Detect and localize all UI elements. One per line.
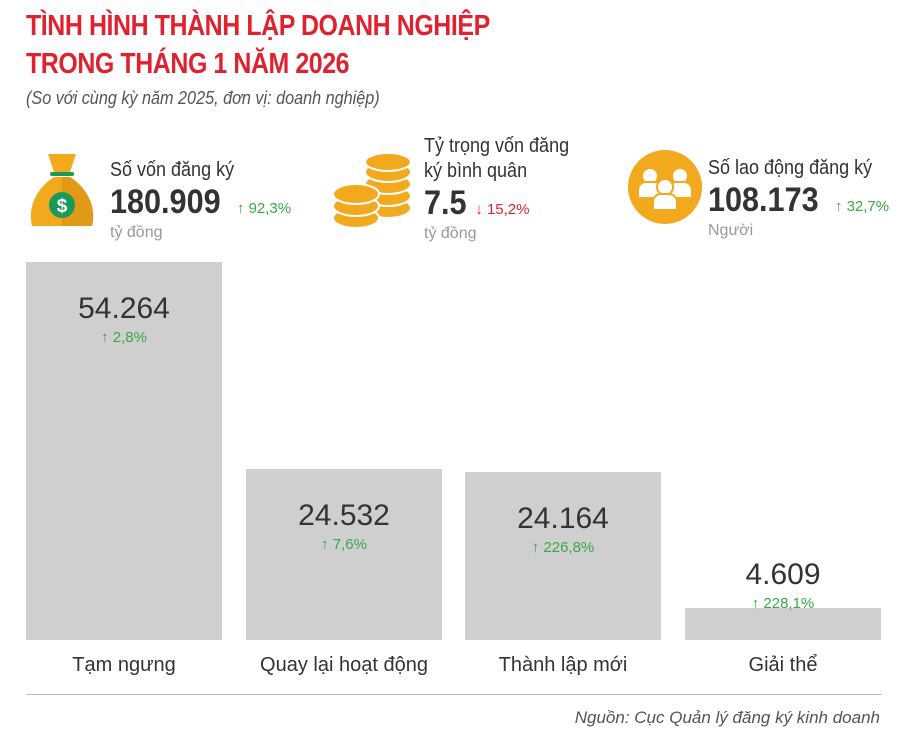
stat-change-up: ↑ 32,7%: [834, 198, 890, 215]
bar-change-label: ↑ 2,8%: [101, 329, 147, 346]
divider: [26, 694, 882, 695]
stat-unit: tỷ đồng: [424, 225, 477, 242]
bar-value-label: 54.264: [78, 292, 170, 325]
bar: [246, 469, 442, 640]
stat-label-line-1: Tỷ trọng vốn đăng: [424, 135, 570, 157]
people-icon: [628, 150, 702, 224]
stat-value: 108.173: [708, 181, 819, 219]
title-line-2: TRONG THÁNG 1 NĂM 2026: [26, 48, 350, 80]
subtitle: (So với cùng kỳ năm 2025, đơn vị: doanh …: [26, 88, 380, 108]
bar: [685, 607, 881, 640]
bar-value-label: 24.532: [298, 499, 390, 533]
stat-change-value: 32,7%: [846, 198, 890, 215]
bar: [26, 262, 222, 640]
category-label: Thành lập mới: [498, 654, 628, 676]
stat-label: Số lao động đăng ký: [708, 157, 873, 179]
source-note: Nguồn: Cục Quản lý đăng ký kinh doanh: [574, 708, 880, 727]
stat-value: 180.909: [110, 183, 221, 221]
stat-unit: Người: [708, 222, 754, 239]
stat-change-up: ↑ 92,3%: [236, 200, 292, 217]
bar-change-label: ↑ 226,8%: [531, 538, 595, 556]
stat-label-line-2: ký bình quân: [424, 160, 528, 182]
category-label: Quay lại hoạt động: [260, 654, 428, 676]
bar-change-label: ↑ 228,1%: [751, 594, 815, 612]
money-bag-icon: $: [30, 154, 94, 226]
stat-registered-workers: Số lao động đăng ký 108.173 ↑ 32,7% Người: [708, 156, 890, 240]
svg-text:$: $: [57, 196, 68, 217]
stat-registered-capital: Số vốn đăng ký 180.909 ↑ 92,3% tỷ đồng: [110, 158, 291, 242]
stat-unit: tỷ đồng: [110, 224, 163, 241]
bar: [465, 471, 661, 640]
bar-value-label: 24.164: [517, 501, 609, 535]
category-label: Tạm ngưng: [72, 654, 176, 676]
stat-value: 7.5: [424, 184, 467, 222]
category-label: Giải thể: [748, 654, 818, 676]
stat-change-down: ↓ 15,2%: [475, 201, 530, 218]
bar-value-label: 4.609: [745, 557, 821, 591]
stat-label: Số vốn đăng ký: [110, 159, 235, 181]
stat-average-capital: Tỷ trọng vốn đăng ký bình quân 7.5 ↓ 15,2…: [424, 134, 585, 243]
title-line-1: TÌNH HÌNH THÀNH LẬP DOANH NGHIỆP: [26, 10, 490, 42]
stat-change-value: 92,3%: [248, 200, 292, 217]
stat-change-value: 15,2%: [486, 201, 530, 218]
coins-icon: [332, 152, 412, 229]
bar-change-label: ↑ 7,6%: [321, 536, 367, 554]
